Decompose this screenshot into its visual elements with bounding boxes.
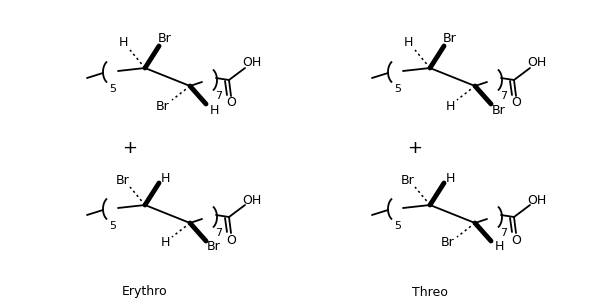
Text: 5: 5 [110, 221, 116, 231]
Text: 7: 7 [215, 91, 223, 101]
Text: H: H [160, 172, 170, 185]
Text: O: O [511, 233, 521, 246]
Text: H: H [403, 37, 413, 50]
Text: H: H [445, 172, 455, 185]
Text: 5: 5 [395, 84, 401, 94]
Text: O: O [511, 97, 521, 110]
Text: Br: Br [158, 33, 172, 46]
Text: Erythro: Erythro [122, 285, 168, 298]
Text: O: O [226, 233, 236, 246]
Text: Br: Br [207, 240, 221, 253]
Text: 7: 7 [500, 228, 508, 238]
Text: Br: Br [441, 236, 455, 249]
Text: H: H [160, 236, 170, 249]
Text: 5: 5 [395, 221, 401, 231]
Text: +: + [407, 139, 422, 157]
Text: Threo: Threo [412, 285, 448, 298]
Text: Br: Br [116, 174, 130, 187]
Text: OH: OH [527, 56, 547, 69]
Text: 7: 7 [215, 228, 223, 238]
Text: Br: Br [443, 33, 457, 46]
Text: O: O [226, 97, 236, 110]
Text: Br: Br [401, 174, 415, 187]
Text: OH: OH [242, 56, 262, 69]
Text: Br: Br [156, 99, 170, 113]
Text: 5: 5 [110, 84, 116, 94]
Text: OH: OH [527, 194, 547, 207]
Text: H: H [209, 104, 218, 117]
Text: +: + [122, 139, 137, 157]
Text: H: H [494, 240, 503, 253]
Text: H: H [118, 37, 128, 50]
Text: 7: 7 [500, 91, 508, 101]
Text: H: H [445, 99, 455, 113]
Text: OH: OH [242, 194, 262, 207]
Text: Br: Br [492, 104, 506, 117]
